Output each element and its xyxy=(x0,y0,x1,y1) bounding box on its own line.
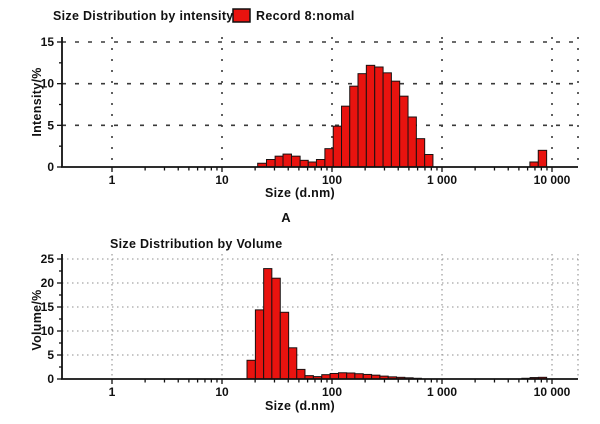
bar xyxy=(337,372,348,380)
x-tick-label: 1 xyxy=(109,385,116,399)
x-tick-label: 1 xyxy=(109,173,116,187)
bar xyxy=(282,153,292,168)
bar xyxy=(315,159,326,168)
bar xyxy=(290,155,301,168)
x-tick-label: 1 000 xyxy=(427,173,457,187)
legend-swatch-icon xyxy=(232,8,251,23)
legend-label: Record 8:nomal xyxy=(256,9,355,23)
intensity-chart: Size Distribution by intensity Record 8:… xyxy=(30,8,579,200)
bar xyxy=(349,85,359,168)
volume-y-axis-title: Volume/% xyxy=(30,289,44,350)
y-tick-label: 15 xyxy=(41,35,55,49)
bar xyxy=(415,138,426,168)
axes-group: 1 10 100 1 000 10 000 0 5 10 15 20 25 xyxy=(41,252,578,399)
bar xyxy=(299,159,309,168)
x-tick-label: 100 xyxy=(322,385,342,399)
bar xyxy=(332,125,343,168)
panel-a-label: A xyxy=(281,210,291,225)
y-tick-label: 10 xyxy=(41,77,55,91)
x-tick-label: 100 xyxy=(322,173,342,187)
bar xyxy=(279,311,290,380)
bar xyxy=(341,105,351,168)
y-tick-label: 0 xyxy=(47,160,54,174)
intensity-y-axis-title: Intensity/% xyxy=(30,67,44,136)
x-tick-label: 10 xyxy=(215,385,229,399)
axes-group: 1 10 100 1 000 10 000 0 5 10 15 xyxy=(41,35,578,187)
bar xyxy=(407,116,417,168)
gridlines xyxy=(62,254,579,379)
y-tick-label: 10 xyxy=(41,324,55,338)
volume-plot-area: 1 10 100 1 000 10 000 0 5 10 15 20 25 xyxy=(41,252,579,399)
x-tick-label: 10 000 xyxy=(534,173,571,187)
volume-chart: Size Distribution by Volume Volume/% Siz… xyxy=(30,237,579,413)
bar xyxy=(424,154,434,168)
x-tick-label: 10 000 xyxy=(534,385,571,399)
intensity-chart-title: Size Distribution by intensity xyxy=(53,9,234,23)
bar xyxy=(271,277,281,380)
intensity-plot-area: 1 10 100 1 000 10 000 0 5 10 15 xyxy=(41,35,579,187)
bar xyxy=(324,148,334,168)
x-tick-label: 1 000 xyxy=(427,385,457,399)
bar xyxy=(382,72,392,168)
bar xyxy=(263,268,273,380)
intensity-legend: Record 8:nomal xyxy=(232,8,355,23)
bar xyxy=(265,159,276,168)
y-tick-label: 5 xyxy=(47,118,54,132)
bar xyxy=(274,155,284,168)
bar xyxy=(537,149,548,168)
y-tick-label: 5 xyxy=(47,348,54,362)
x-tick-label: 10 xyxy=(215,173,229,187)
bar xyxy=(357,73,367,168)
bar xyxy=(288,347,298,380)
gridlines xyxy=(62,37,579,167)
bar xyxy=(296,368,306,380)
bar xyxy=(390,80,401,168)
bar xyxy=(246,359,256,380)
y-tick-label: 20 xyxy=(41,276,55,290)
volume-x-axis-title: Size (d.nm) xyxy=(265,399,335,413)
y-tick-label: 25 xyxy=(41,252,55,266)
volume-chart-title: Size Distribution by Volume xyxy=(110,237,282,251)
bar xyxy=(254,309,265,380)
bar xyxy=(399,95,409,168)
bar xyxy=(374,66,384,168)
intensity-x-axis-title: Size (d.nm) xyxy=(265,186,335,200)
y-tick-label: 15 xyxy=(41,300,55,314)
bar xyxy=(365,64,376,168)
y-tick-label: 0 xyxy=(47,372,54,386)
